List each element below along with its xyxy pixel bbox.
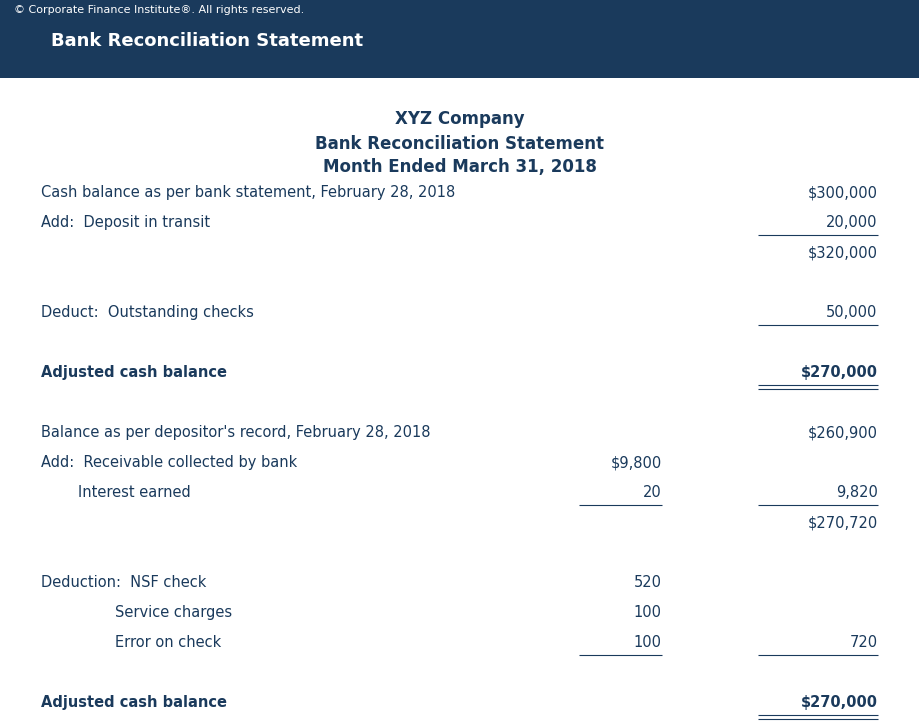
Text: Add:  Receivable collected by bank: Add: Receivable collected by bank [41, 455, 298, 470]
Text: $9,800: $9,800 [610, 455, 662, 470]
Text: Bank Reconciliation Statement: Bank Reconciliation Statement [315, 135, 604, 153]
Text: $270,000: $270,000 [800, 695, 878, 710]
Text: 9,820: 9,820 [835, 485, 878, 500]
Text: $270,000: $270,000 [800, 365, 878, 380]
Text: 100: 100 [634, 635, 662, 650]
Text: Deduct:  Outstanding checks: Deduct: Outstanding checks [41, 305, 255, 320]
Text: Bank Reconciliation Statement: Bank Reconciliation Statement [51, 32, 363, 50]
Text: © Corporate Finance Institute®. All rights reserved.: © Corporate Finance Institute®. All righ… [14, 5, 304, 15]
Text: 720: 720 [849, 635, 878, 650]
Text: $320,000: $320,000 [808, 245, 878, 260]
Text: $270,720: $270,720 [808, 515, 878, 530]
Text: Service charges: Service charges [41, 605, 233, 620]
Text: Balance as per depositor's record, February 28, 2018: Balance as per depositor's record, Febru… [41, 425, 431, 440]
Text: XYZ Company: XYZ Company [394, 110, 525, 128]
Text: Error on check: Error on check [41, 635, 221, 650]
Text: Cash balance as per bank statement, February 28, 2018: Cash balance as per bank statement, Febr… [41, 185, 456, 200]
Text: $260,900: $260,900 [808, 425, 878, 440]
Text: Add:  Deposit in transit: Add: Deposit in transit [41, 215, 210, 230]
Text: 100: 100 [634, 605, 662, 620]
Text: 20: 20 [643, 485, 662, 500]
Text: 50,000: 50,000 [826, 305, 878, 320]
Text: 20,000: 20,000 [826, 215, 878, 230]
Text: Adjusted cash balance: Adjusted cash balance [41, 695, 227, 710]
Text: Interest earned: Interest earned [41, 485, 191, 500]
Text: Deduction:  NSF check: Deduction: NSF check [41, 575, 207, 590]
Text: Adjusted cash balance: Adjusted cash balance [41, 365, 227, 380]
Text: 520: 520 [634, 575, 662, 590]
Text: $300,000: $300,000 [808, 185, 878, 200]
Text: Month Ended March 31, 2018: Month Ended March 31, 2018 [323, 158, 596, 176]
